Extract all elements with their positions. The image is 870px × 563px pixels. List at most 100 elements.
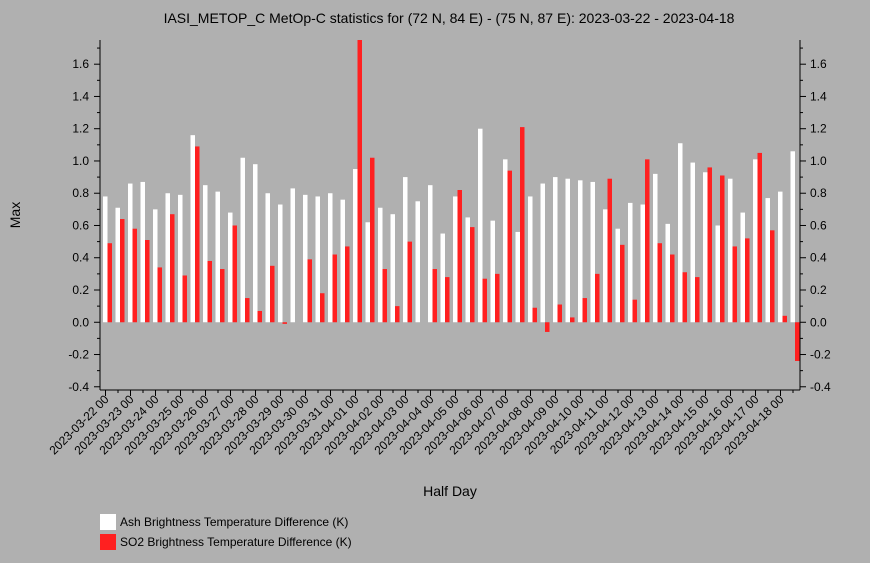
- bar-ash: [415, 201, 420, 323]
- bar-ash: [390, 214, 395, 323]
- bar-so2: [357, 40, 362, 323]
- y-tick-label-left: 0.0: [72, 315, 89, 329]
- bar-ash: [640, 204, 645, 323]
- y-tick-label-right: -0.2: [810, 348, 831, 362]
- bar-ash: [678, 143, 683, 323]
- y-tick-label-left: 0.2: [72, 283, 89, 297]
- bar-so2: [332, 254, 337, 323]
- legend-item-so2: SO2 Brightness Temperature Difference (K…: [100, 532, 352, 552]
- bar-so2: [757, 152, 762, 323]
- bar-ash: [565, 178, 570, 323]
- bar-ash: [303, 194, 308, 323]
- bar-so2: [595, 273, 600, 323]
- bar-ash: [553, 177, 558, 323]
- y-tick-label-right: 1.6: [810, 57, 827, 71]
- bar-so2: [457, 190, 462, 323]
- legend-item-ash: Ash Brightness Temperature Difference (K…: [100, 512, 352, 532]
- bar-so2: [207, 260, 212, 323]
- bar-so2: [482, 278, 487, 323]
- bar-so2: [570, 317, 575, 323]
- bar-so2: [120, 219, 125, 323]
- bar-so2: [320, 293, 325, 323]
- bar-ash: [790, 151, 795, 323]
- bar-ash: [478, 128, 483, 323]
- bar-so2: [670, 254, 675, 323]
- bar-ash: [140, 181, 145, 323]
- bar-so2: [132, 228, 137, 323]
- bar-so2: [745, 238, 750, 323]
- bar-so2: [382, 269, 387, 323]
- bar-ash: [590, 181, 595, 323]
- x-axis-label: Half Day: [423, 483, 477, 499]
- bar-so2: [270, 265, 275, 323]
- bar-ash: [378, 207, 383, 323]
- bar-so2: [557, 304, 562, 323]
- bar-so2: [582, 298, 587, 323]
- y-tick-label-left: 1.4: [72, 89, 89, 103]
- bar-ash: [603, 209, 608, 323]
- bar-so2: [257, 310, 262, 323]
- bar-ash: [628, 202, 633, 323]
- bar-so2: [495, 273, 500, 323]
- bar-ash: [353, 169, 358, 323]
- y-tick-label-right: 0.8: [810, 186, 827, 200]
- y-tick-label-right: 0.4: [810, 251, 827, 265]
- bar-so2: [682, 272, 687, 323]
- chart-title: IASI_METOP_C MetOp-C statistics for (72 …: [164, 10, 735, 26]
- bar-ash: [428, 185, 433, 323]
- bar-ash: [528, 196, 533, 323]
- bar-ash: [728, 178, 733, 323]
- bar-so2: [707, 167, 712, 323]
- bar-so2: [445, 277, 450, 323]
- bar-so2: [282, 322, 287, 324]
- bar-so2: [657, 243, 662, 323]
- bar-ash: [315, 196, 320, 323]
- bar-so2: [532, 307, 537, 323]
- bar-so2: [620, 244, 625, 323]
- bar-ash: [128, 183, 133, 323]
- bar-so2: [607, 178, 612, 323]
- bar-so2: [770, 230, 775, 323]
- bar-so2: [370, 157, 375, 323]
- y-axis-label: Max: [7, 202, 23, 228]
- bar-ash: [503, 159, 508, 323]
- y-tick-label-left: -0.2: [68, 348, 89, 362]
- bar-ash: [440, 233, 445, 323]
- y-tick-label-left: -0.4: [68, 380, 89, 394]
- bar-ash: [153, 209, 158, 323]
- legend-swatch-so2: [100, 534, 116, 550]
- bar-ash: [753, 159, 758, 323]
- bar-ash: [228, 212, 233, 323]
- bar-ash: [278, 204, 283, 323]
- bar-ash: [253, 164, 258, 323]
- bar-ash: [578, 180, 583, 323]
- bar-ash: [165, 193, 170, 323]
- bar-ash: [265, 193, 270, 323]
- y-tick-label-right: 0.2: [810, 283, 827, 297]
- y-tick-label-right: 1.2: [810, 122, 827, 136]
- y-tick-label-left: 0.8: [72, 186, 89, 200]
- bar-ash: [290, 188, 295, 323]
- bar-so2: [232, 225, 237, 323]
- bar-ash: [765, 198, 770, 323]
- bar-so2: [245, 298, 250, 323]
- bar-ash: [740, 212, 745, 323]
- bar-ash: [703, 172, 708, 323]
- bar-so2: [545, 322, 550, 332]
- y-tick-label-left: 0.4: [72, 251, 89, 265]
- bar-ash: [103, 196, 108, 323]
- bar-so2: [395, 306, 400, 323]
- bar-ash: [615, 228, 620, 323]
- bar-ash: [403, 177, 408, 323]
- bar-ash: [540, 183, 545, 323]
- bar-ash: [490, 220, 495, 323]
- plot-area: -0.4 -0.4 -0.2 -0.2 0.0 0.0 0.2 0.2 0.4 0.4 0.6 0.6…: [47, 40, 831, 457]
- bar-ash: [690, 162, 695, 323]
- bar-so2: [195, 146, 200, 323]
- bar-ash: [715, 225, 720, 323]
- bar-so2: [732, 246, 737, 323]
- bar-ash: [190, 135, 195, 323]
- bar-so2: [432, 269, 437, 323]
- bar-ash: [340, 199, 345, 323]
